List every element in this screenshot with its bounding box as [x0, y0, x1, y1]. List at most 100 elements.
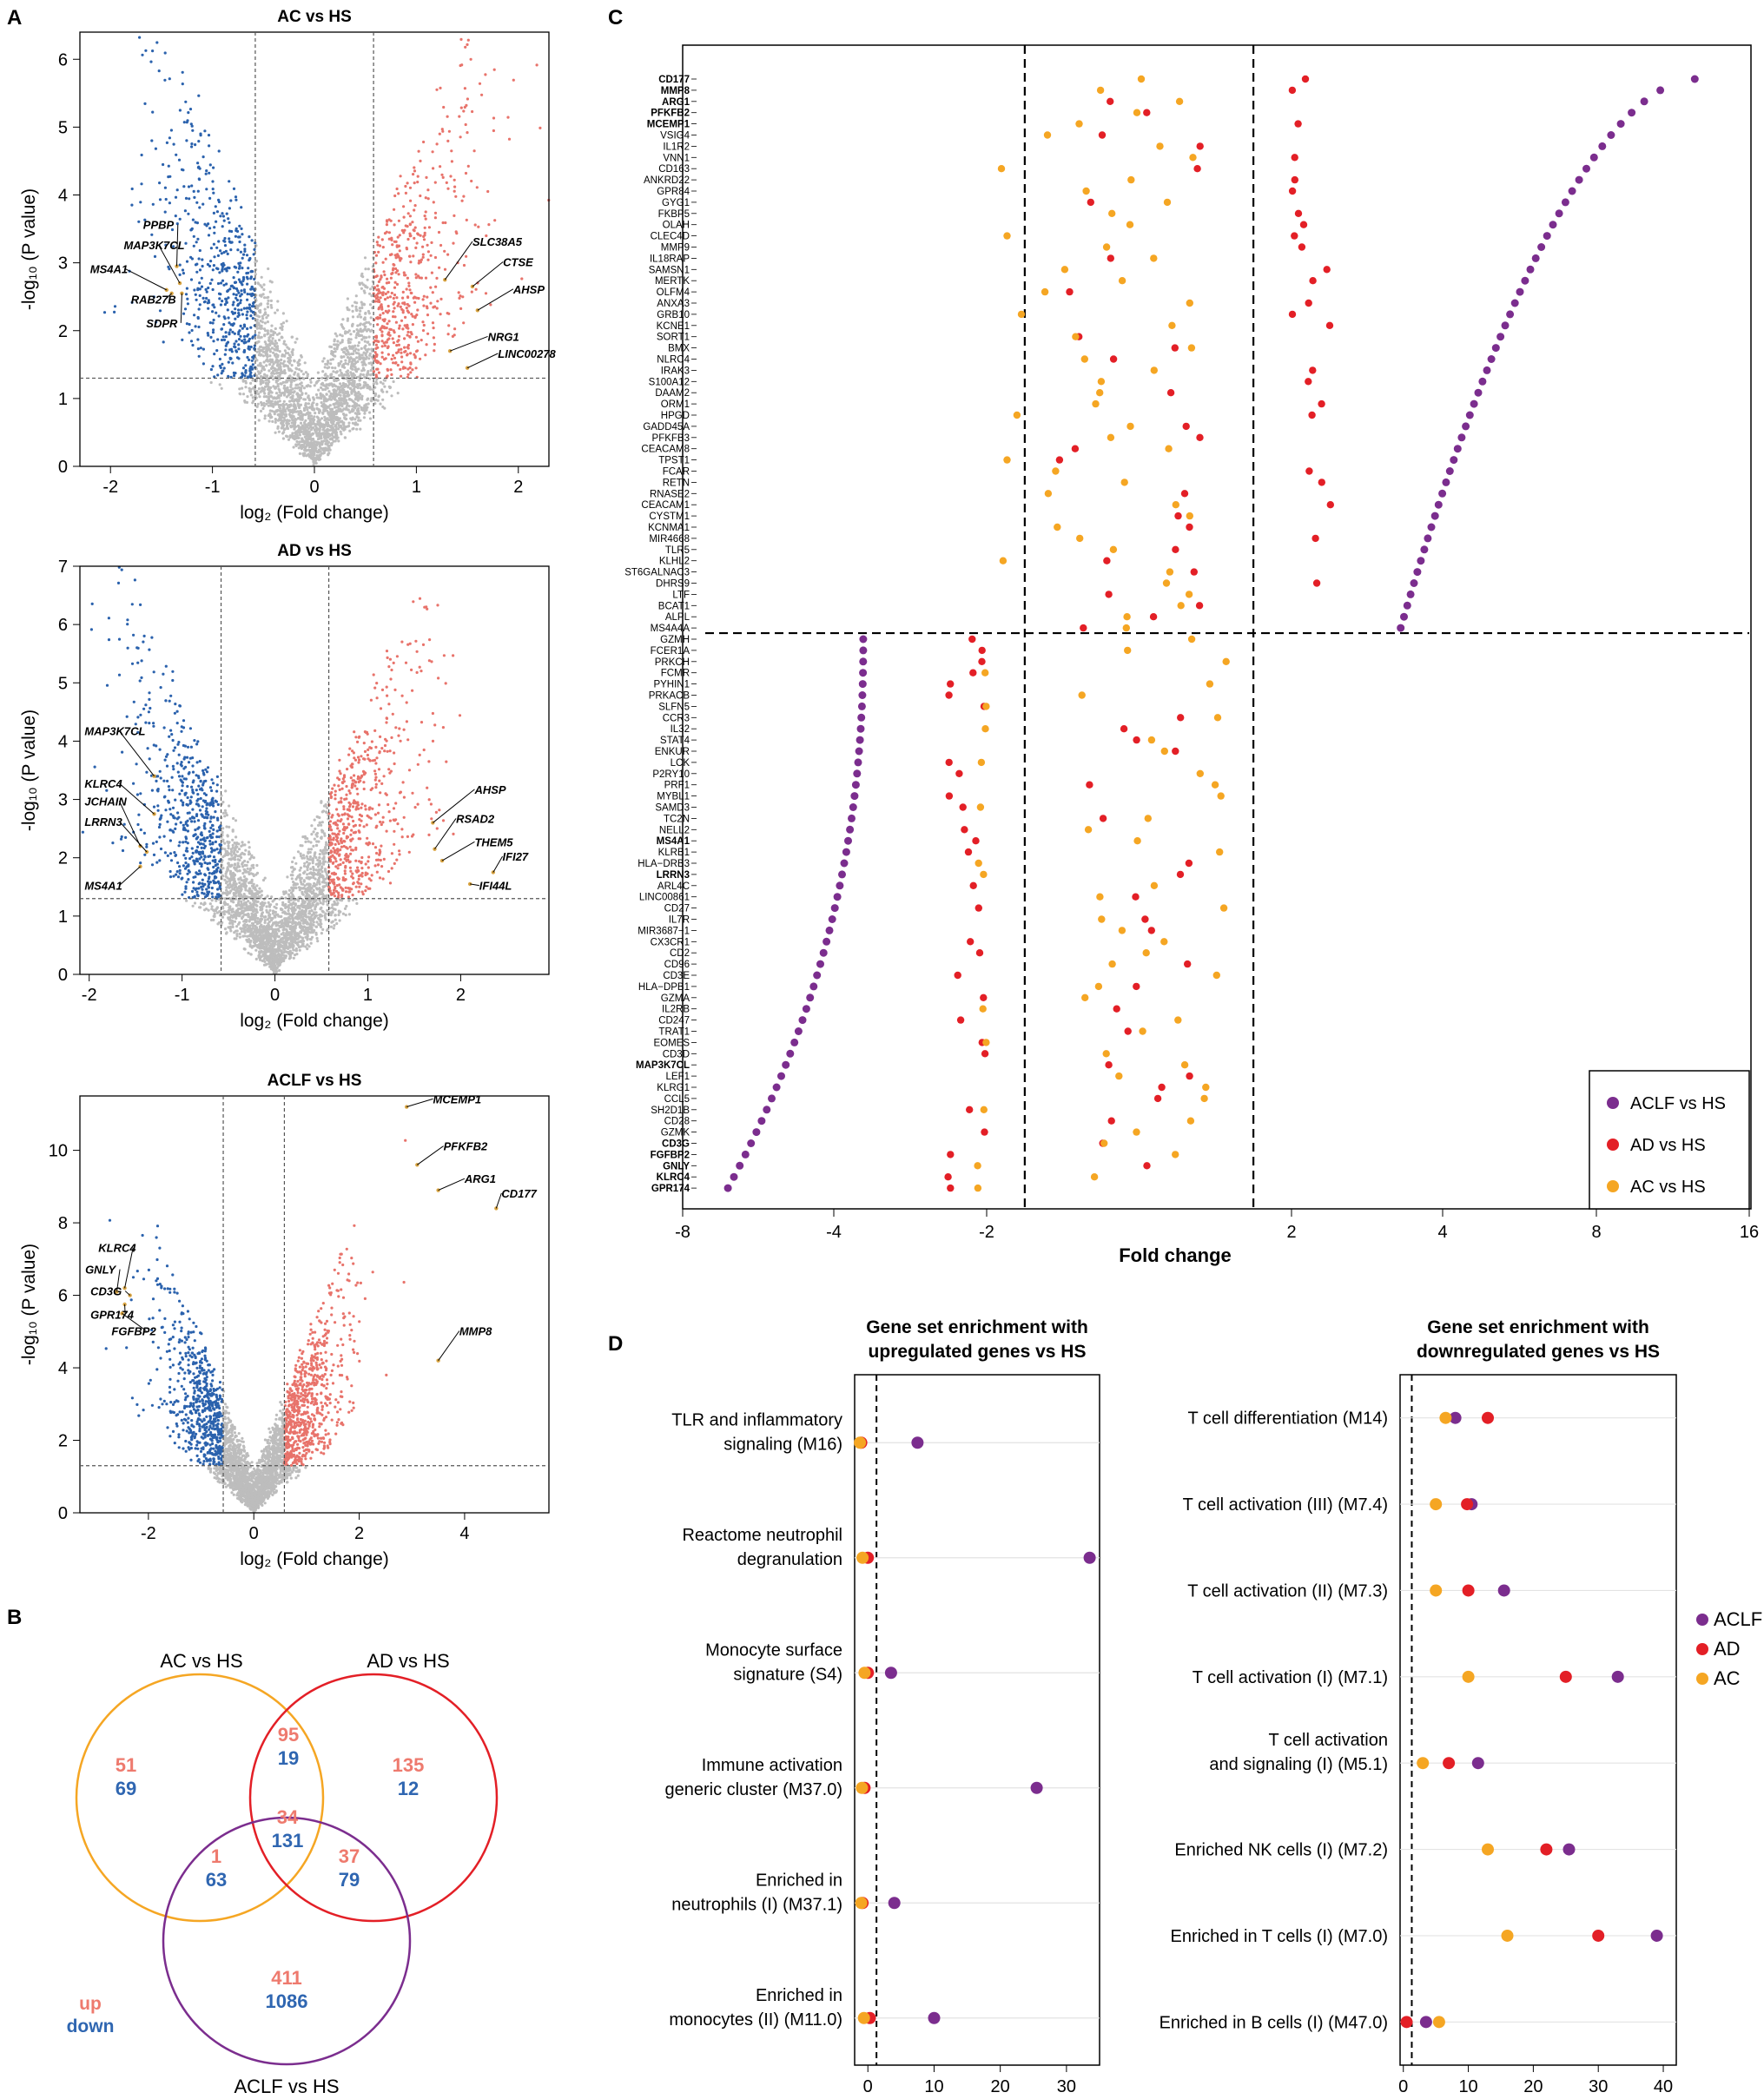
volcano-point — [412, 296, 415, 300]
volcano-point — [390, 867, 393, 870]
volcano-point — [239, 250, 242, 254]
volcano-point — [208, 786, 213, 789]
volcano-point — [465, 218, 468, 221]
volcano-point — [238, 240, 241, 244]
volcano-point — [399, 175, 402, 178]
volcano-point — [152, 805, 156, 809]
volcano-point — [257, 282, 261, 286]
volcano-point — [302, 386, 306, 390]
volcano-point — [207, 286, 210, 290]
volcano-point — [238, 224, 241, 228]
volcano-point — [168, 201, 171, 205]
volcano-point — [335, 346, 339, 349]
volcano-point — [365, 329, 368, 333]
volcano-point — [464, 171, 468, 175]
x-axis-label: log₂ (Fold change) — [240, 503, 389, 523]
volcano-point — [433, 723, 437, 727]
volcano-point — [362, 742, 366, 745]
volcano-point — [271, 337, 274, 340]
volcano-point — [417, 296, 420, 300]
volcano-point — [449, 175, 453, 178]
volcano-point — [426, 786, 429, 789]
volcano-point — [355, 787, 359, 791]
volcano-point — [339, 858, 342, 861]
volcano-point — [213, 226, 216, 229]
volcano-point — [308, 412, 312, 415]
volcano-point — [405, 326, 408, 329]
volcano-point — [257, 393, 261, 396]
volcano-point — [403, 346, 406, 349]
volcano-point — [376, 367, 380, 371]
volcano-point — [169, 694, 173, 697]
volcano-point — [358, 758, 361, 762]
volcano-point — [392, 380, 395, 384]
volcano-point — [359, 427, 362, 431]
volcano-point — [181, 338, 184, 341]
volcano-point — [236, 248, 240, 252]
volcano-point — [443, 249, 446, 253]
volcano-point — [295, 337, 299, 340]
volcano-point — [462, 195, 466, 198]
volcano-point — [395, 655, 399, 658]
volcano-point — [206, 262, 209, 267]
volcano-point — [248, 303, 251, 307]
volcano-point — [249, 953, 253, 956]
volcano-point — [196, 162, 200, 165]
volcano-point — [241, 313, 244, 316]
volcano-point — [163, 795, 167, 798]
volcano-point — [355, 386, 359, 389]
volcano-point — [325, 383, 328, 386]
volcano-point — [374, 745, 378, 749]
volcano-point — [139, 861, 142, 865]
volcano-point — [276, 379, 280, 382]
volcano-point — [277, 430, 281, 433]
volcano-point — [331, 861, 334, 865]
volcano-point — [162, 162, 165, 167]
volcano-point — [244, 386, 248, 389]
volcano-point — [351, 309, 354, 313]
volcano-point — [263, 296, 267, 300]
volcano-point — [181, 83, 184, 86]
volcano-point — [329, 425, 333, 428]
volcano-point — [262, 360, 266, 364]
volcano-point — [384, 292, 387, 295]
volcano-point — [472, 149, 476, 153]
volcano-point — [209, 335, 213, 339]
volcano-point — [281, 336, 284, 340]
volcano-point — [320, 821, 324, 824]
volcano-point — [284, 413, 287, 416]
volcano-point — [215, 246, 219, 249]
volcano-point — [174, 827, 177, 831]
volcano-point — [433, 342, 436, 346]
volcano-point — [373, 846, 378, 849]
volcano-point — [305, 406, 308, 409]
volcano-point — [294, 366, 298, 370]
volcano-point — [362, 825, 366, 828]
volcano-point — [381, 318, 385, 321]
volcano-point — [382, 379, 386, 382]
volcano-point — [417, 149, 420, 153]
volcano-point — [328, 394, 332, 399]
volcano-point — [243, 325, 247, 328]
volcano-point — [350, 392, 353, 395]
volcano-point — [117, 637, 122, 641]
volcano-point — [202, 155, 205, 159]
volcano-point — [380, 307, 384, 311]
volcano-point — [440, 173, 444, 176]
volcano-point — [360, 281, 364, 285]
volcano-point — [433, 211, 438, 215]
volcano-point — [295, 430, 299, 433]
volcano-point — [362, 289, 366, 293]
volcano-point — [341, 365, 345, 368]
volcano-point — [136, 646, 140, 650]
volcano-point — [392, 361, 395, 365]
volcano-point — [306, 437, 309, 441]
volcano-point — [369, 746, 373, 750]
volcano-point — [132, 633, 135, 637]
volcano-point — [343, 872, 347, 875]
volcano-point — [388, 881, 393, 885]
volcano-point — [458, 115, 461, 118]
volcano-point — [433, 349, 436, 353]
volcano-point — [387, 309, 391, 313]
volcano-point — [484, 73, 487, 76]
